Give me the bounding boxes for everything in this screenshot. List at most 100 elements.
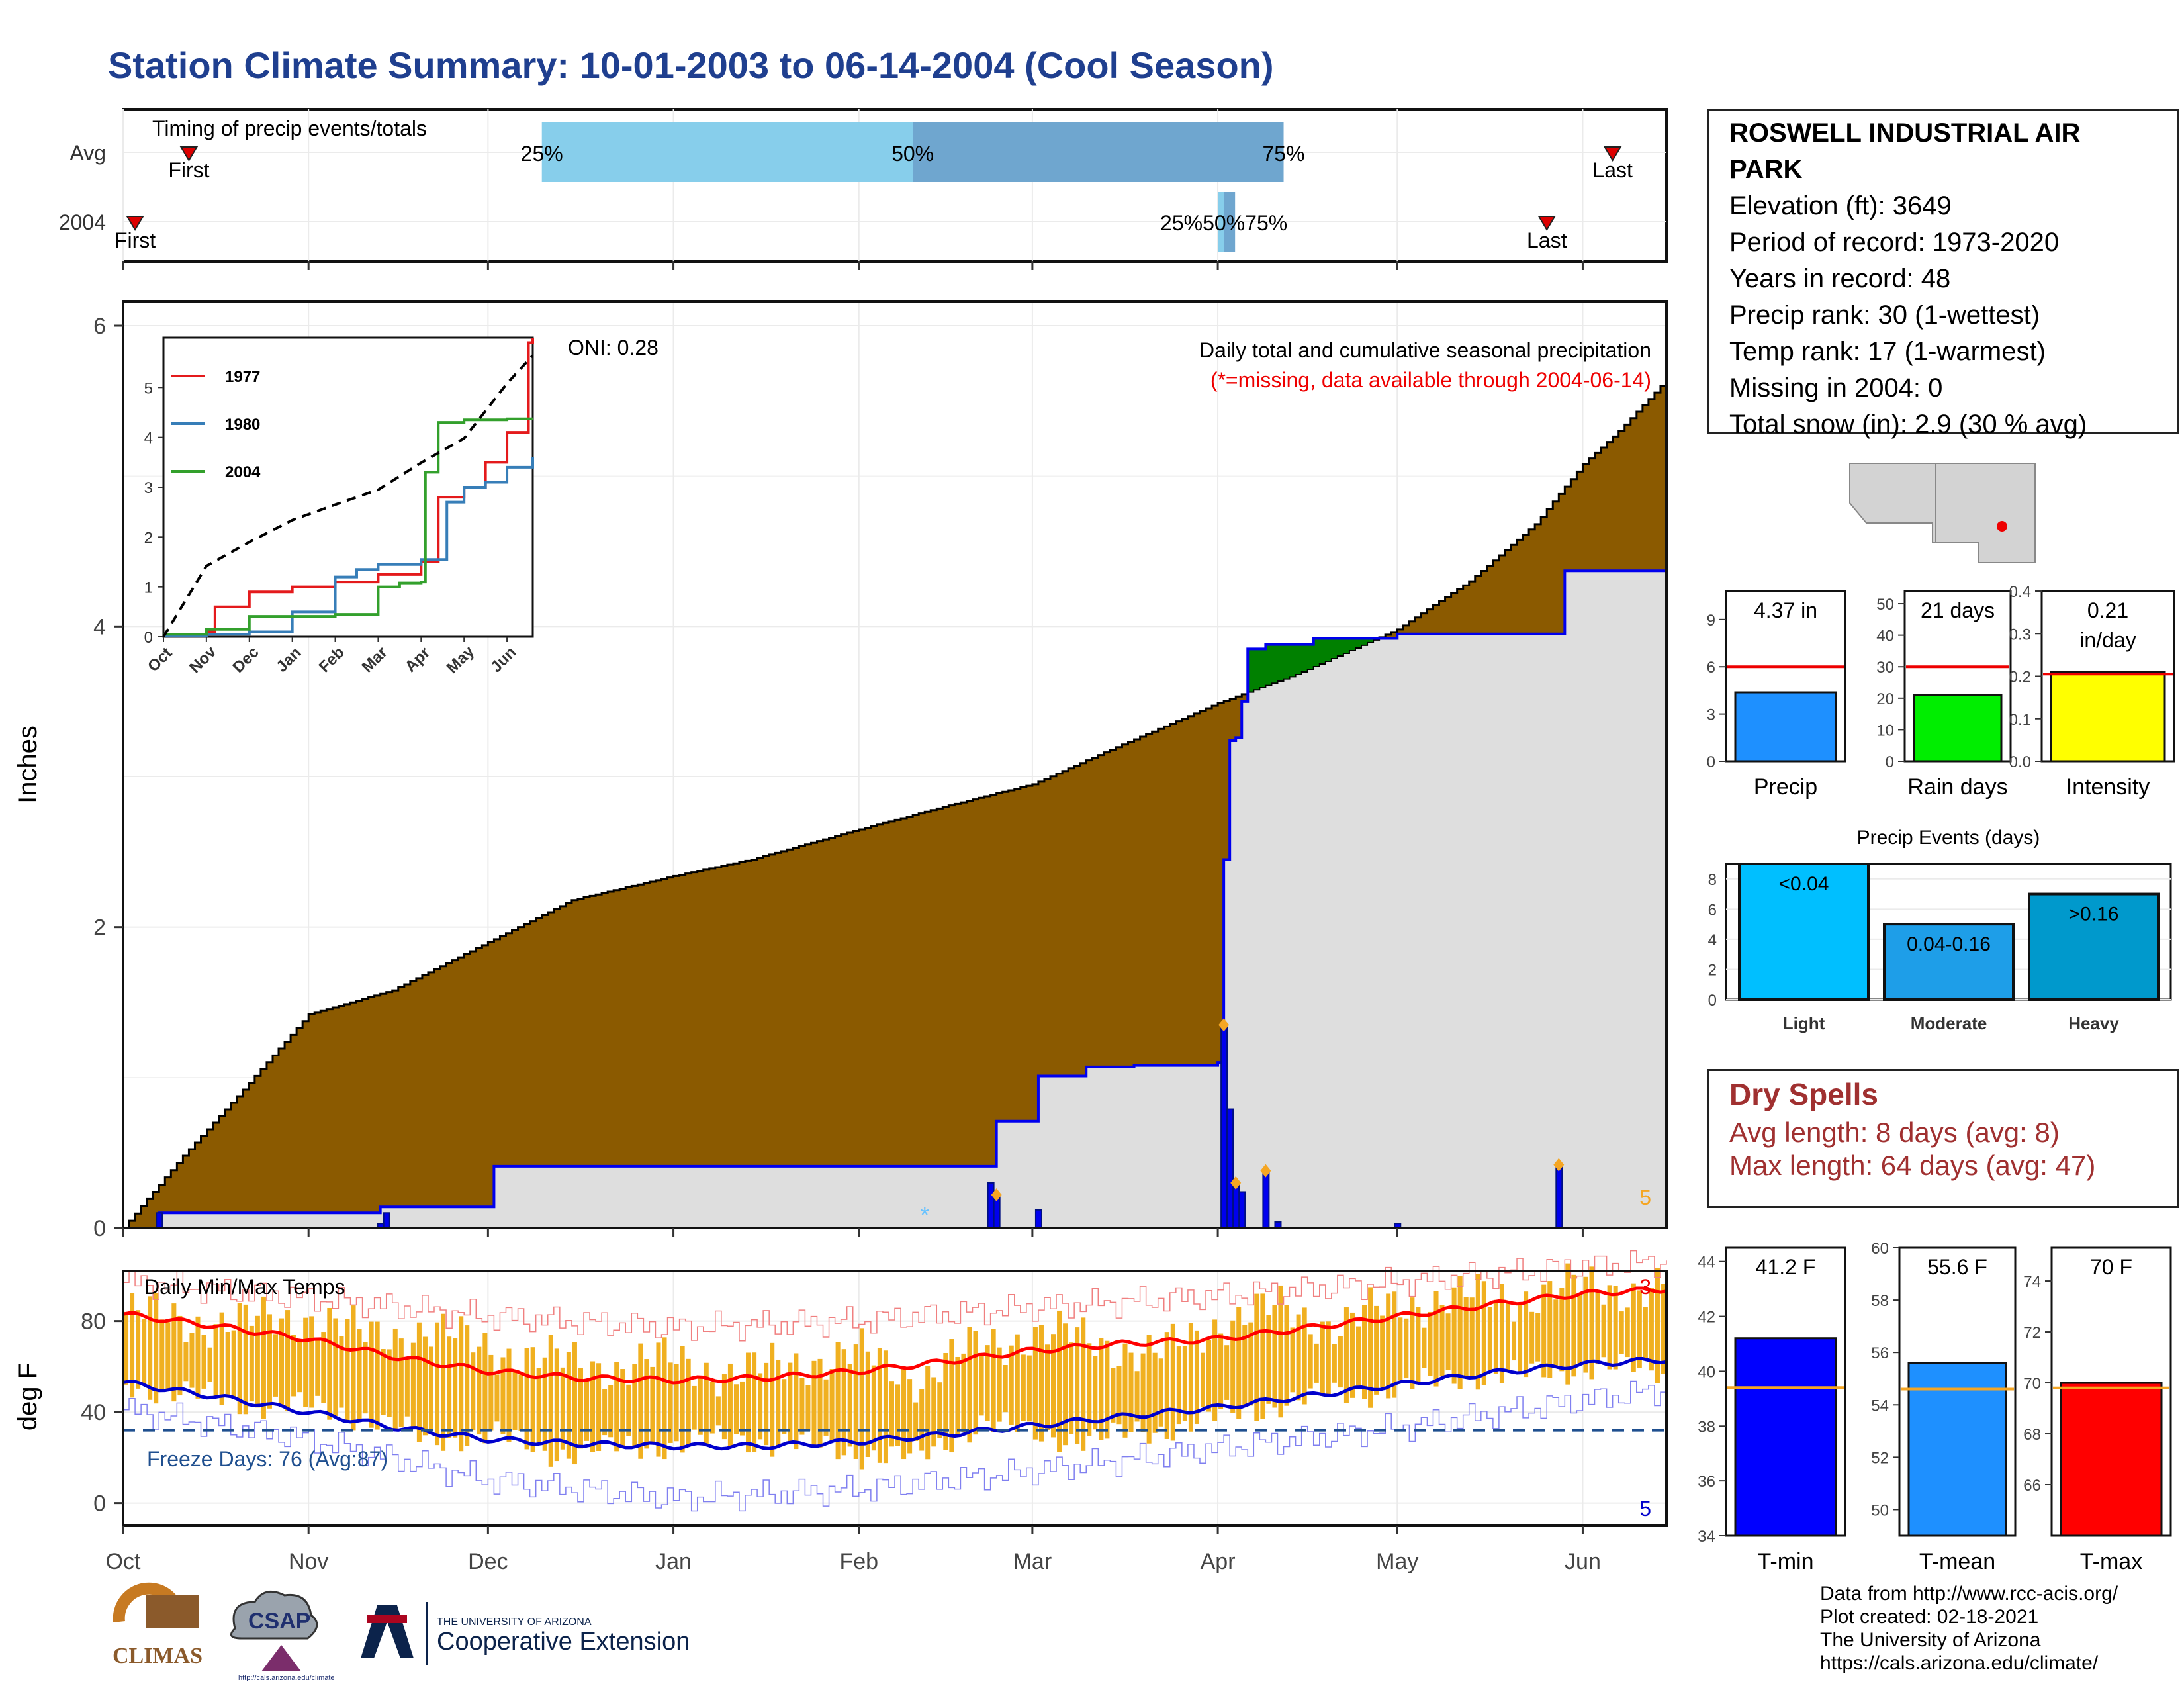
temp-title: Daily Min/Max Temps (144, 1275, 345, 1299)
daily-temp-range-bar (1087, 1343, 1092, 1436)
temp-summary-ytick-label: 54 (1871, 1397, 1889, 1415)
season-totals-ytick-label: 0 (1707, 753, 1715, 771)
daily-temp-range-bar (901, 1366, 907, 1460)
daily-temp-range-bar (1481, 1281, 1486, 1385)
station-name: ROSWELL INDUSTRIAL AIR PARK (1729, 118, 2081, 184)
obs-cumulative-area (123, 571, 1666, 1228)
event-marker (1230, 1176, 1242, 1190)
daily-temp-range-bar (746, 1352, 751, 1453)
daily-temp-range-bar (1218, 1333, 1224, 1409)
daily-temp-range-bar (1655, 1268, 1660, 1383)
daily-temp-range-bar (859, 1328, 864, 1470)
timing-avg-bar-q2 (913, 122, 1284, 182)
climas-logo: CLIMAS (113, 1582, 203, 1668)
daily-temp-range-bar (1290, 1327, 1295, 1393)
daily-temp-range-bar (213, 1324, 218, 1397)
daily-temp-range-bar (1422, 1327, 1427, 1368)
daily-temp-range-bar (1099, 1338, 1104, 1440)
temp-xtick-label: Apr (1201, 1549, 1236, 1574)
daily-temp-range-bar (782, 1379, 787, 1434)
daily-temp-range-bar (680, 1346, 685, 1453)
precip-events-ytick-label: 0 (1708, 992, 1717, 1009)
season-totals-xlabel: Precip (1754, 774, 1817, 800)
daily-temp-range-bar (871, 1365, 876, 1451)
daily-temp-range-bar (1386, 1293, 1391, 1399)
daily-temp-range-bar (124, 1311, 129, 1385)
daily-temp-range-bar (788, 1362, 793, 1444)
daily-temp-range-bar (1505, 1303, 1510, 1372)
daily-temp-range-bar (183, 1342, 189, 1382)
daily-temp-range-bar (500, 1357, 506, 1434)
daily-temp-range-bar (662, 1337, 667, 1460)
daily-temp-range-bar (321, 1332, 326, 1403)
record-min-line (123, 1380, 1667, 1512)
daily-temp-range-bar (1320, 1321, 1325, 1396)
precip-events-bar-label: 0.04-0.16 (1907, 933, 1991, 955)
station-line: Precip rank: 30 (1-wettest) (1729, 301, 2040, 330)
temp-summary-ytick-label: 44 (1698, 1254, 1715, 1272)
timing-avg-last-marker (1603, 146, 1622, 162)
daily-temp-range-bar (285, 1310, 291, 1411)
precip-events-bar (2028, 892, 2160, 1001)
daily-temp-range-bar (907, 1379, 913, 1454)
season-totals-ytick-label: 0.1 (2009, 711, 2031, 729)
daily-temp-range-bar (530, 1347, 535, 1452)
daily-temp-range-bar (477, 1346, 482, 1435)
daily-temp-range-bar (805, 1385, 811, 1431)
daily-temp-range-bar (752, 1352, 757, 1452)
temp-xtick-label: Oct (106, 1549, 141, 1574)
daily-temp-range-bar (895, 1384, 901, 1446)
daily-temp-range-bar (255, 1315, 260, 1408)
daily-temp-range-bar (1266, 1315, 1271, 1404)
daily-temp-range-bar (1451, 1287, 1457, 1384)
daily-temp-range-bar (1607, 1285, 1612, 1370)
daily-precip-bar (987, 1182, 995, 1229)
season-totals-ytick-label: 20 (1876, 690, 1894, 708)
daily-temp-range-bar (668, 1362, 673, 1443)
season-totals-xlabel: Rain days (1907, 774, 2007, 800)
daily-temp-range-bar (1380, 1315, 1385, 1387)
daily-temp-range-bar (937, 1382, 942, 1438)
daily-temp-range-bar (1493, 1299, 1498, 1374)
temp-xtick-label: Nov (289, 1549, 328, 1574)
daily-temp-range-bar (799, 1378, 805, 1435)
daily-temp-range-bar (1589, 1266, 1594, 1380)
locator-map-region (1849, 463, 2036, 563)
inset-ytick-label: 5 (144, 379, 153, 397)
precip-events-category: Light (1783, 1013, 1825, 1033)
temp-summary-ytick-label: 74 (2023, 1273, 2041, 1291)
temp-summary-bar (1907, 1362, 2007, 1537)
timing-last-label: Last (1592, 158, 1633, 182)
precip-events-ytick-label: 8 (1708, 871, 1717, 889)
daily-temp-range-bar (1075, 1327, 1080, 1444)
station-line: Missing in 2004: 0 (1729, 373, 1943, 402)
daily-temp-range-bar (1111, 1368, 1116, 1423)
daily-temp-range-bar (1032, 1327, 1038, 1440)
daily-temp-range-bar (997, 1347, 1002, 1422)
daily-temp-range-bar (339, 1336, 344, 1408)
station-line: Elevation (ft): 3649 (1729, 191, 1952, 220)
temp-panel-frame (122, 1270, 1668, 1527)
precip-events-bar-label: <0.04 (1779, 873, 1829, 895)
season-totals-value-label: 21 days (1921, 598, 1995, 622)
daily-temp-range-bar (794, 1353, 799, 1450)
daily-temp-range-bar (1093, 1356, 1098, 1430)
daily-temp-range-bar (913, 1402, 919, 1441)
precip-corner-label: 5 (1639, 1186, 1651, 1209)
precip-ytick-label: 2 (93, 915, 106, 941)
daily-temp-range-bar (1146, 1335, 1152, 1444)
daily-temp-range-bar (207, 1347, 212, 1382)
daily-temp-range-bar (249, 1325, 254, 1402)
daily-temp-range-bar (1170, 1323, 1175, 1441)
timing-p50-label: 50% (891, 142, 934, 165)
temp-bottom-right-label: 5 (1639, 1497, 1651, 1521)
temp-summary-bar (1734, 1337, 1837, 1537)
temp-summary-ytick-label: 40 (1698, 1363, 1715, 1381)
temp-summary-value-label: 55.6 F (1927, 1255, 1987, 1279)
timing-last-label: Last (1527, 228, 1567, 252)
daily-temp-range-bar (985, 1345, 990, 1421)
daily-temp-range-bar (1428, 1311, 1433, 1376)
daily-temp-range-bar (159, 1319, 165, 1389)
event-marker (1218, 1018, 1230, 1032)
